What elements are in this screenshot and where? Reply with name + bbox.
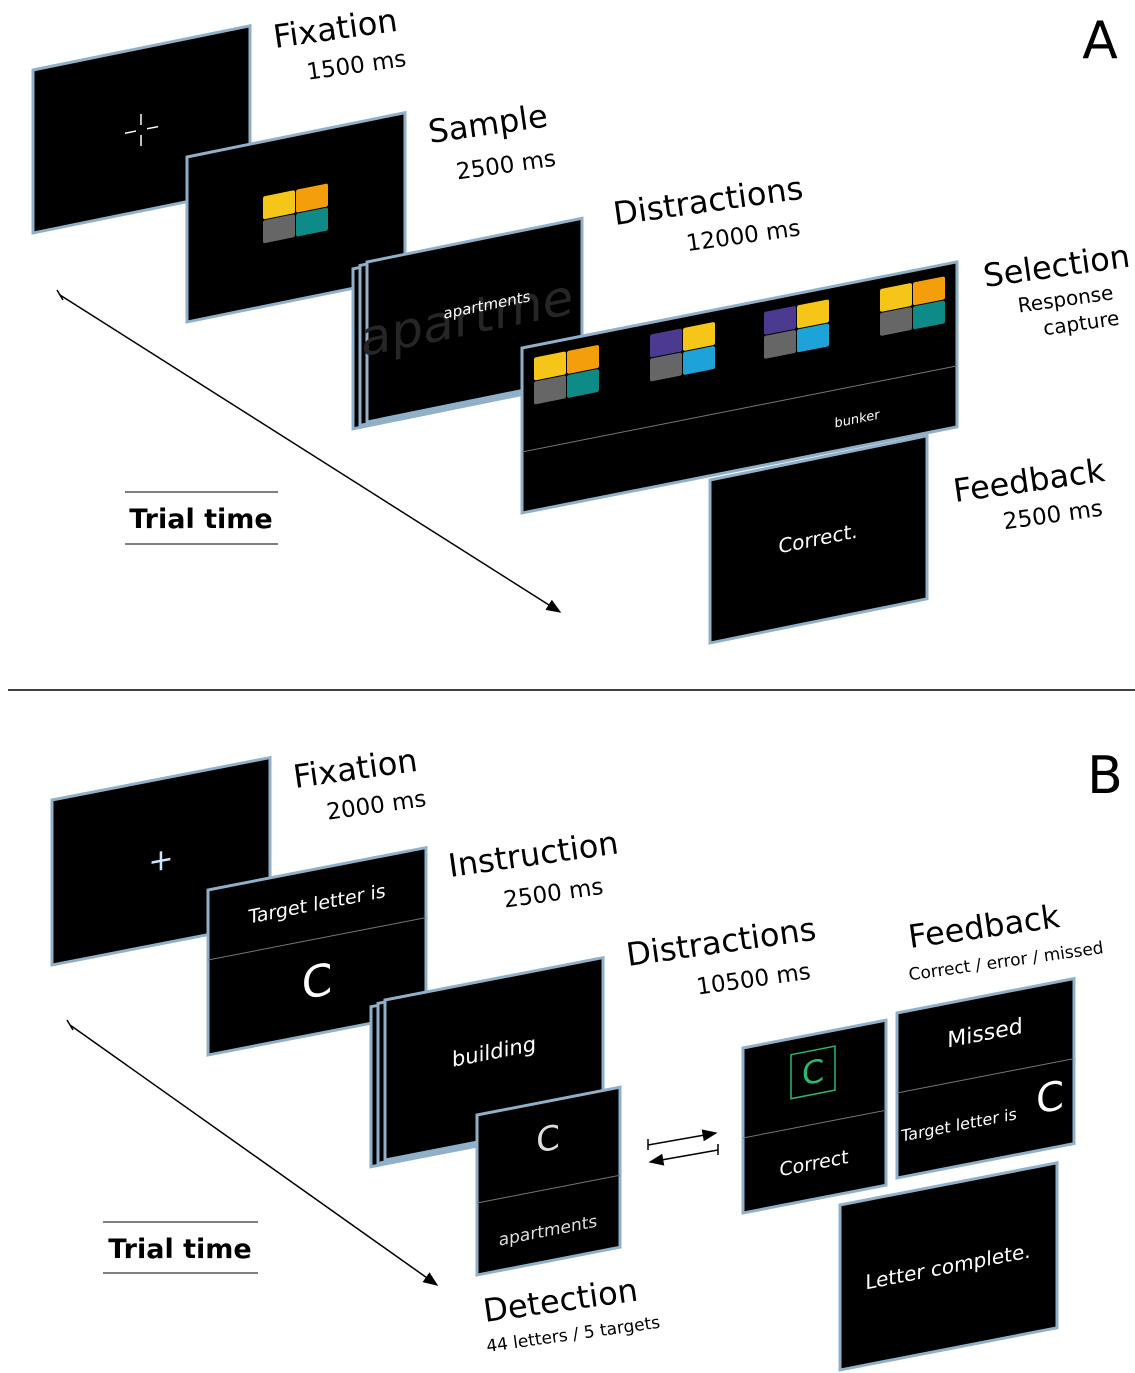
screen-letter: C	[302, 954, 333, 1010]
screen: Letter complete.	[840, 1163, 1057, 1370]
stage-duration: 2500 ms	[1002, 496, 1105, 536]
screen-letter: C	[1036, 1072, 1064, 1124]
fixation-cross: +	[148, 841, 173, 881]
stage-duration: 2000 ms	[325, 786, 428, 826]
diagram: A Fixation1500 ms Sample2500 ms apartme …	[0, 0, 1135, 1373]
stage-duration: 12000 ms	[685, 215, 802, 257]
screen: C apartments	[477, 1087, 620, 1275]
stage-title: Sample	[426, 97, 550, 151]
screen-letter: C	[536, 1118, 560, 1162]
panel-label: A	[1082, 11, 1118, 71]
stage-duration: 2500 ms	[502, 874, 605, 914]
screen: Missed Target letter is C	[897, 979, 1074, 1178]
panel-label: B	[1087, 746, 1123, 806]
screen-letter: C	[802, 1051, 824, 1093]
stage-title: Fixation	[291, 741, 420, 796]
stage-duration: 1500 ms	[305, 46, 408, 86]
stage-duration: 2500 ms	[455, 146, 558, 186]
screen: C Correct	[743, 1020, 886, 1213]
stage-duration: 10500 ms	[695, 959, 812, 1001]
trial-time: Trial time	[129, 504, 273, 535]
stage-title: Fixation	[271, 1, 400, 56]
trial-time: Trial time	[108, 1234, 252, 1265]
